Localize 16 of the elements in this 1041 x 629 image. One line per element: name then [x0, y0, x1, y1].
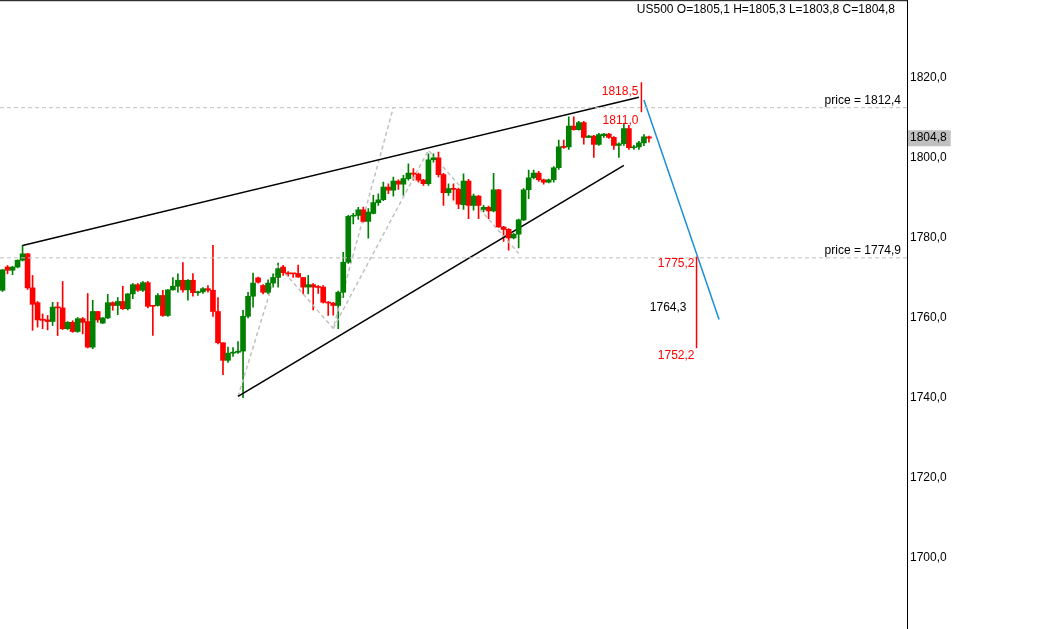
- chart-title: US500 O=1805,1 H=1805,3 L=1803,8 C=1804,8: [636, 1, 896, 16]
- y-tick-label: 1800,0: [910, 149, 948, 164]
- annotation: 1804,8: [910, 130, 948, 145]
- y-tick-label: 1820,0: [910, 69, 948, 84]
- y-tick-label: 1720,0: [910, 469, 948, 484]
- y-tick-label: 1780,0: [910, 229, 948, 244]
- annotation: 1818,5: [601, 83, 639, 98]
- annotation: 1775,2: [657, 255, 695, 270]
- ref-line-label: price = 1774,9: [824, 243, 902, 258]
- y-tick-label: 1760,0: [910, 309, 948, 324]
- annotation: 1764,3: [649, 299, 687, 314]
- ref-line-label: price = 1812,4: [824, 93, 902, 108]
- y-tick-label: 1700,0: [910, 550, 948, 565]
- annotation: 1811,0: [602, 112, 639, 127]
- annotation: 1752,2: [657, 347, 695, 362]
- y-tick-label: 1740,0: [910, 389, 948, 404]
